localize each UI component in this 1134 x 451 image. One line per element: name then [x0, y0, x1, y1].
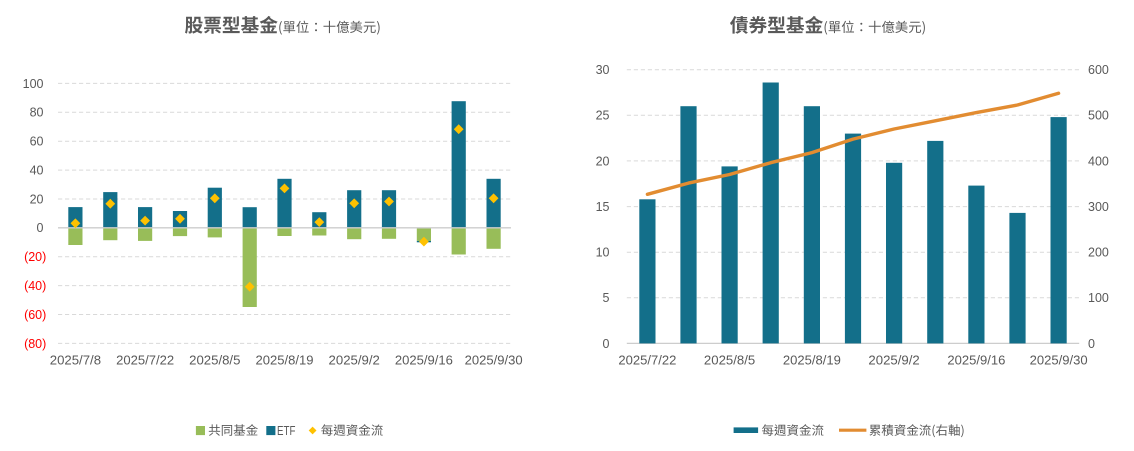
svg-text:2025/9/30: 2025/9/30	[1030, 354, 1088, 368]
svg-text:100: 100	[23, 77, 44, 91]
svg-text:2025/9/2: 2025/9/2	[329, 354, 380, 368]
svg-text:400: 400	[1088, 154, 1109, 168]
svg-text:30: 30	[596, 63, 610, 77]
svg-text:200: 200	[1088, 246, 1109, 260]
svg-text:2025/9/30: 2025/9/30	[465, 354, 523, 368]
svg-text:(60): (60)	[24, 308, 46, 322]
svg-text:0: 0	[603, 337, 610, 351]
svg-text:300: 300	[1088, 200, 1109, 214]
svg-text:2025/8/19: 2025/8/19	[783, 354, 841, 368]
svg-text:600: 600	[1088, 63, 1109, 77]
svg-text:ETF: ETF	[277, 424, 296, 438]
svg-text:15: 15	[596, 200, 610, 214]
svg-text:0: 0	[1088, 337, 1095, 351]
svg-text:2025/9/16: 2025/9/16	[947, 354, 1005, 368]
svg-text:0: 0	[37, 221, 44, 235]
svg-text:10: 10	[596, 246, 610, 260]
svg-text:(40): (40)	[24, 279, 46, 293]
svg-text:2025/8/5: 2025/8/5	[704, 354, 755, 368]
svg-text:40: 40	[30, 164, 44, 178]
svg-text:500: 500	[1088, 109, 1109, 123]
svg-text:5: 5	[603, 291, 610, 305]
svg-text:2025/7/8: 2025/7/8	[50, 354, 101, 368]
svg-text:2025/9/2: 2025/9/2	[868, 354, 919, 368]
svg-text:(20): (20)	[24, 250, 46, 264]
svg-text:2025/7/22: 2025/7/22	[618, 354, 676, 368]
svg-text:60: 60	[30, 135, 44, 149]
svg-text:2025/8/19: 2025/8/19	[256, 354, 314, 368]
svg-text:80: 80	[30, 106, 44, 120]
svg-text:(80): (80)	[24, 337, 46, 351]
svg-text:20: 20	[30, 192, 44, 206]
svg-text:2025/8/5: 2025/8/5	[189, 354, 240, 368]
svg-text:100: 100	[1088, 291, 1109, 305]
svg-text:2025/7/22: 2025/7/22	[116, 354, 174, 368]
svg-text:2025/9/16: 2025/9/16	[395, 354, 453, 368]
svg-text:25: 25	[596, 109, 610, 123]
svg-text:20: 20	[596, 154, 610, 168]
